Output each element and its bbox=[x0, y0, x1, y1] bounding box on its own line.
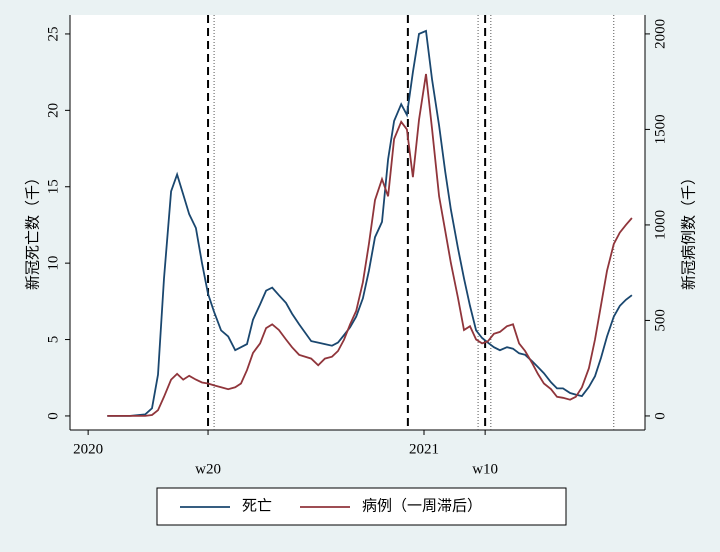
y2-axis-label: 新冠病例数（千） bbox=[680, 170, 697, 290]
y-tick-label: 20 bbox=[45, 103, 61, 118]
y2-tick-label: 2000 bbox=[652, 19, 668, 49]
x-tick-label: 2021 bbox=[409, 441, 439, 457]
y-tick-label: 15 bbox=[45, 179, 61, 194]
y2-tick-label: 500 bbox=[652, 309, 668, 332]
y-tick-label: 0 bbox=[45, 412, 61, 420]
legend-label: 死亡 bbox=[242, 497, 272, 514]
y-tick-label: 5 bbox=[45, 336, 61, 344]
plot-area bbox=[70, 15, 645, 430]
y2-tick-label: 1500 bbox=[652, 114, 668, 144]
y-axis-label: 新冠死亡数（千） bbox=[24, 170, 41, 290]
series-line bbox=[107, 29, 633, 417]
x-tick-label: w10 bbox=[472, 461, 498, 477]
x-tick-label: w20 bbox=[195, 461, 221, 477]
y-tick-label: 25 bbox=[45, 26, 61, 41]
y-tick-label: 10 bbox=[45, 256, 61, 271]
x-tick-label: 2020 bbox=[73, 441, 103, 457]
series-line bbox=[107, 73, 633, 417]
y2-tick-label: 0 bbox=[652, 412, 668, 420]
y2-tick-label: 1000 bbox=[652, 210, 668, 240]
legend-label: 病例（一周滞后） bbox=[362, 497, 482, 514]
